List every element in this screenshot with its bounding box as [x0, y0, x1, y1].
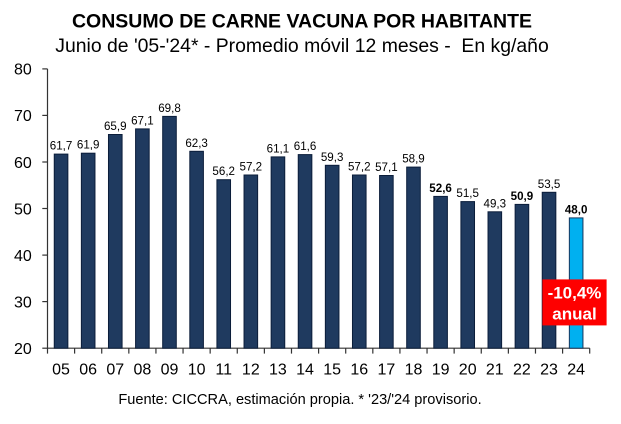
svg-text:80: 80 — [14, 62, 32, 79]
svg-text:58,9: 58,9 — [402, 153, 425, 166]
svg-text:57,2: 57,2 — [348, 161, 371, 174]
svg-text:20: 20 — [459, 362, 477, 379]
svg-text:14: 14 — [296, 362, 314, 379]
svg-text:Fuente: CICCRA, estimación pro: Fuente: CICCRA, estimación propia. * '23… — [118, 392, 481, 408]
svg-text:09: 09 — [161, 362, 179, 379]
svg-text:15: 15 — [323, 362, 341, 379]
svg-text:08: 08 — [133, 362, 151, 379]
svg-text:17: 17 — [377, 362, 395, 379]
svg-text:10: 10 — [188, 362, 206, 379]
svg-text:70: 70 — [14, 108, 32, 125]
svg-text:05: 05 — [52, 362, 70, 379]
svg-text:61,6: 61,6 — [294, 140, 317, 153]
svg-text:CONSUMO DE CARNE VACUNA POR HA: CONSUMO DE CARNE VACUNA POR HABITANTE — [72, 11, 532, 33]
svg-text:61,7: 61,7 — [50, 140, 73, 153]
svg-text:69,8: 69,8 — [158, 102, 181, 115]
svg-text:40: 40 — [14, 248, 32, 265]
svg-text:Junio de '05-'24* - Promedio m: Junio de '05-'24* - Promedio móvil 12 me… — [55, 35, 549, 57]
svg-text:60: 60 — [14, 155, 32, 172]
svg-text:49,3: 49,3 — [484, 197, 507, 210]
svg-text:61,9: 61,9 — [77, 139, 100, 152]
svg-text:19: 19 — [432, 362, 450, 379]
svg-text:16: 16 — [350, 362, 368, 379]
svg-text:52,6: 52,6 — [429, 182, 452, 195]
svg-text:13: 13 — [269, 362, 287, 379]
svg-text:50,9: 50,9 — [511, 190, 534, 203]
svg-text:62,3: 62,3 — [185, 137, 208, 150]
svg-text:-10,4%: -10,4% — [548, 284, 602, 303]
svg-text:48,0: 48,0 — [565, 203, 588, 216]
svg-text:51,5: 51,5 — [456, 187, 479, 200]
svg-text:anual: anual — [552, 305, 596, 324]
svg-text:24: 24 — [567, 362, 585, 379]
svg-text:59,3: 59,3 — [321, 151, 344, 164]
svg-text:20: 20 — [14, 341, 32, 358]
svg-text:67,1: 67,1 — [131, 114, 154, 127]
svg-text:65,9: 65,9 — [104, 120, 127, 133]
svg-text:53,5: 53,5 — [538, 178, 561, 191]
svg-text:30: 30 — [14, 294, 32, 311]
svg-text:50: 50 — [14, 201, 32, 218]
svg-text:22: 22 — [513, 362, 531, 379]
svg-text:07: 07 — [106, 362, 124, 379]
svg-text:21: 21 — [486, 362, 504, 379]
svg-text:12: 12 — [242, 362, 260, 379]
svg-text:11: 11 — [215, 362, 232, 379]
svg-text:23: 23 — [540, 362, 558, 379]
svg-text:06: 06 — [79, 362, 97, 379]
svg-text:56,2: 56,2 — [212, 165, 235, 178]
svg-text:61,1: 61,1 — [267, 142, 290, 155]
svg-text:57,2: 57,2 — [240, 161, 263, 174]
svg-text:57,1: 57,1 — [375, 161, 398, 174]
svg-text:18: 18 — [405, 362, 423, 379]
